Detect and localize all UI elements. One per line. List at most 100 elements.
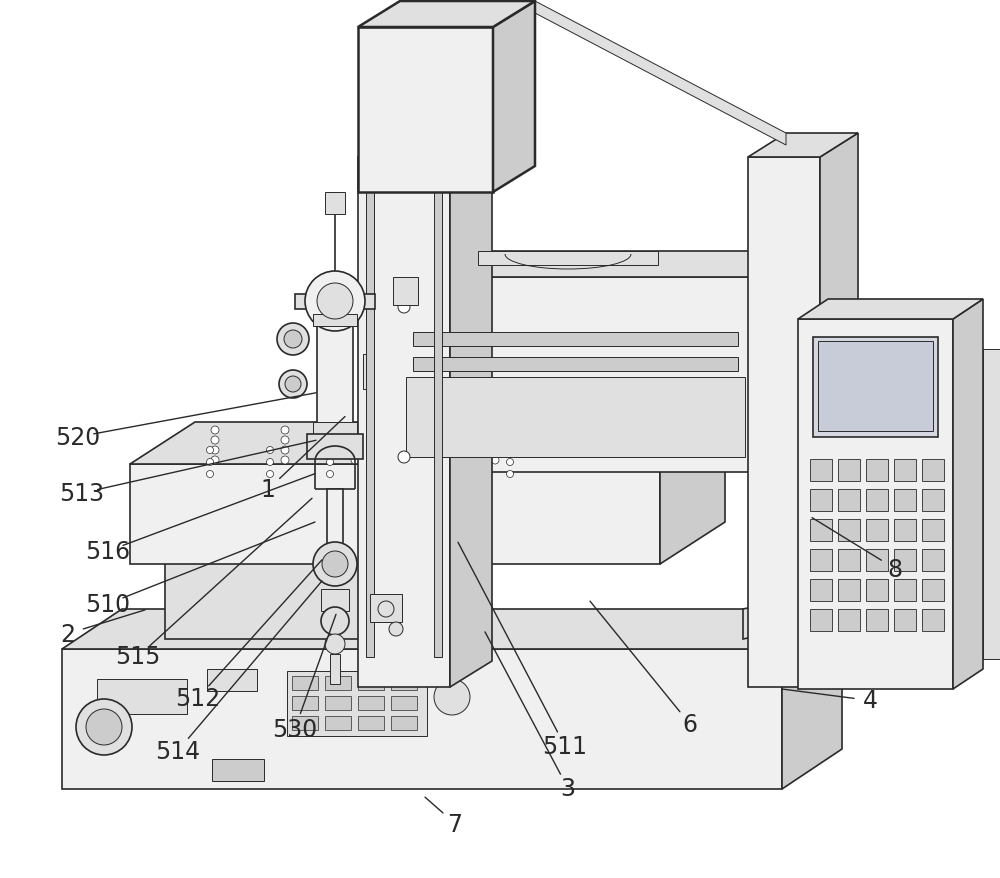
Bar [313, 314, 357, 327]
Polygon shape [748, 158, 820, 687]
Circle shape [327, 471, 334, 478]
Circle shape [491, 436, 499, 444]
Polygon shape [130, 464, 660, 565]
Circle shape [267, 447, 274, 454]
Circle shape [317, 284, 353, 320]
Polygon shape [440, 252, 450, 268]
Polygon shape [450, 132, 492, 687]
Bar [922, 489, 944, 511]
Circle shape [267, 471, 274, 478]
Bar [838, 459, 860, 481]
Circle shape [305, 271, 365, 332]
Polygon shape [660, 422, 725, 565]
Circle shape [434, 680, 470, 716]
Circle shape [207, 447, 214, 454]
Text: 512: 512 [175, 686, 221, 710]
Circle shape [421, 447, 429, 455]
Bar [922, 550, 944, 572]
Bar [317, 314, 353, 435]
Bar [313, 422, 357, 435]
Circle shape [281, 436, 289, 444]
Circle shape [76, 699, 132, 755]
Text: 514: 514 [155, 738, 201, 763]
Text: 510: 510 [85, 592, 131, 616]
Circle shape [211, 427, 219, 435]
Bar [894, 489, 916, 511]
Bar [287, 672, 427, 736]
Circle shape [281, 447, 289, 455]
Bar [838, 489, 860, 511]
Text: 3: 3 [560, 776, 576, 801]
Bar [292, 716, 318, 730]
Bar [810, 609, 832, 631]
Bar [810, 459, 832, 481]
Circle shape [491, 447, 499, 455]
Bar [894, 459, 916, 481]
Circle shape [267, 459, 274, 466]
Bar [413, 357, 738, 371]
Circle shape [447, 459, 454, 466]
Bar [818, 342, 933, 431]
Bar [838, 550, 860, 572]
Text: 4: 4 [862, 688, 878, 713]
Polygon shape [165, 559, 430, 639]
Polygon shape [62, 649, 782, 789]
Polygon shape [363, 355, 372, 390]
Text: 515: 515 [115, 644, 161, 669]
Circle shape [421, 436, 429, 444]
Bar [358, 696, 384, 710]
Circle shape [325, 634, 345, 654]
Circle shape [351, 457, 359, 464]
Bar [434, 188, 442, 658]
Circle shape [207, 459, 214, 466]
Polygon shape [753, 252, 795, 472]
Bar [406, 378, 745, 457]
Polygon shape [358, 132, 492, 158]
Circle shape [491, 427, 499, 435]
Circle shape [327, 447, 334, 454]
Circle shape [351, 436, 359, 444]
Bar [97, 680, 187, 714]
Circle shape [86, 709, 122, 745]
Polygon shape [165, 524, 485, 559]
Polygon shape [295, 295, 375, 310]
Bar [866, 550, 888, 572]
Circle shape [284, 331, 302, 349]
Polygon shape [358, 158, 450, 687]
Bar [838, 520, 860, 542]
Polygon shape [307, 435, 363, 459]
Bar [838, 609, 860, 631]
Polygon shape [782, 609, 842, 789]
Circle shape [507, 471, 514, 478]
Text: 511: 511 [542, 734, 588, 759]
Polygon shape [430, 524, 485, 639]
Circle shape [322, 551, 348, 578]
Polygon shape [398, 277, 753, 472]
Bar [922, 609, 944, 631]
Bar [810, 520, 832, 542]
Circle shape [285, 377, 301, 392]
Bar [894, 609, 916, 631]
Polygon shape [748, 133, 858, 158]
Circle shape [387, 459, 394, 466]
Circle shape [389, 623, 403, 637]
Polygon shape [358, 2, 535, 28]
Bar [358, 676, 384, 690]
Bar [922, 459, 944, 481]
Bar [212, 759, 264, 781]
Polygon shape [743, 586, 858, 639]
Bar [358, 716, 384, 730]
Circle shape [447, 471, 454, 478]
Circle shape [387, 471, 394, 478]
Polygon shape [798, 299, 983, 320]
Bar [413, 333, 738, 347]
Polygon shape [798, 320, 953, 689]
Bar [292, 676, 318, 690]
Circle shape [327, 459, 334, 466]
Text: 513: 513 [59, 481, 105, 506]
Text: 7: 7 [448, 811, 463, 836]
Bar [866, 579, 888, 601]
Circle shape [211, 457, 219, 464]
Bar [894, 520, 916, 542]
Text: 6: 6 [682, 712, 698, 737]
